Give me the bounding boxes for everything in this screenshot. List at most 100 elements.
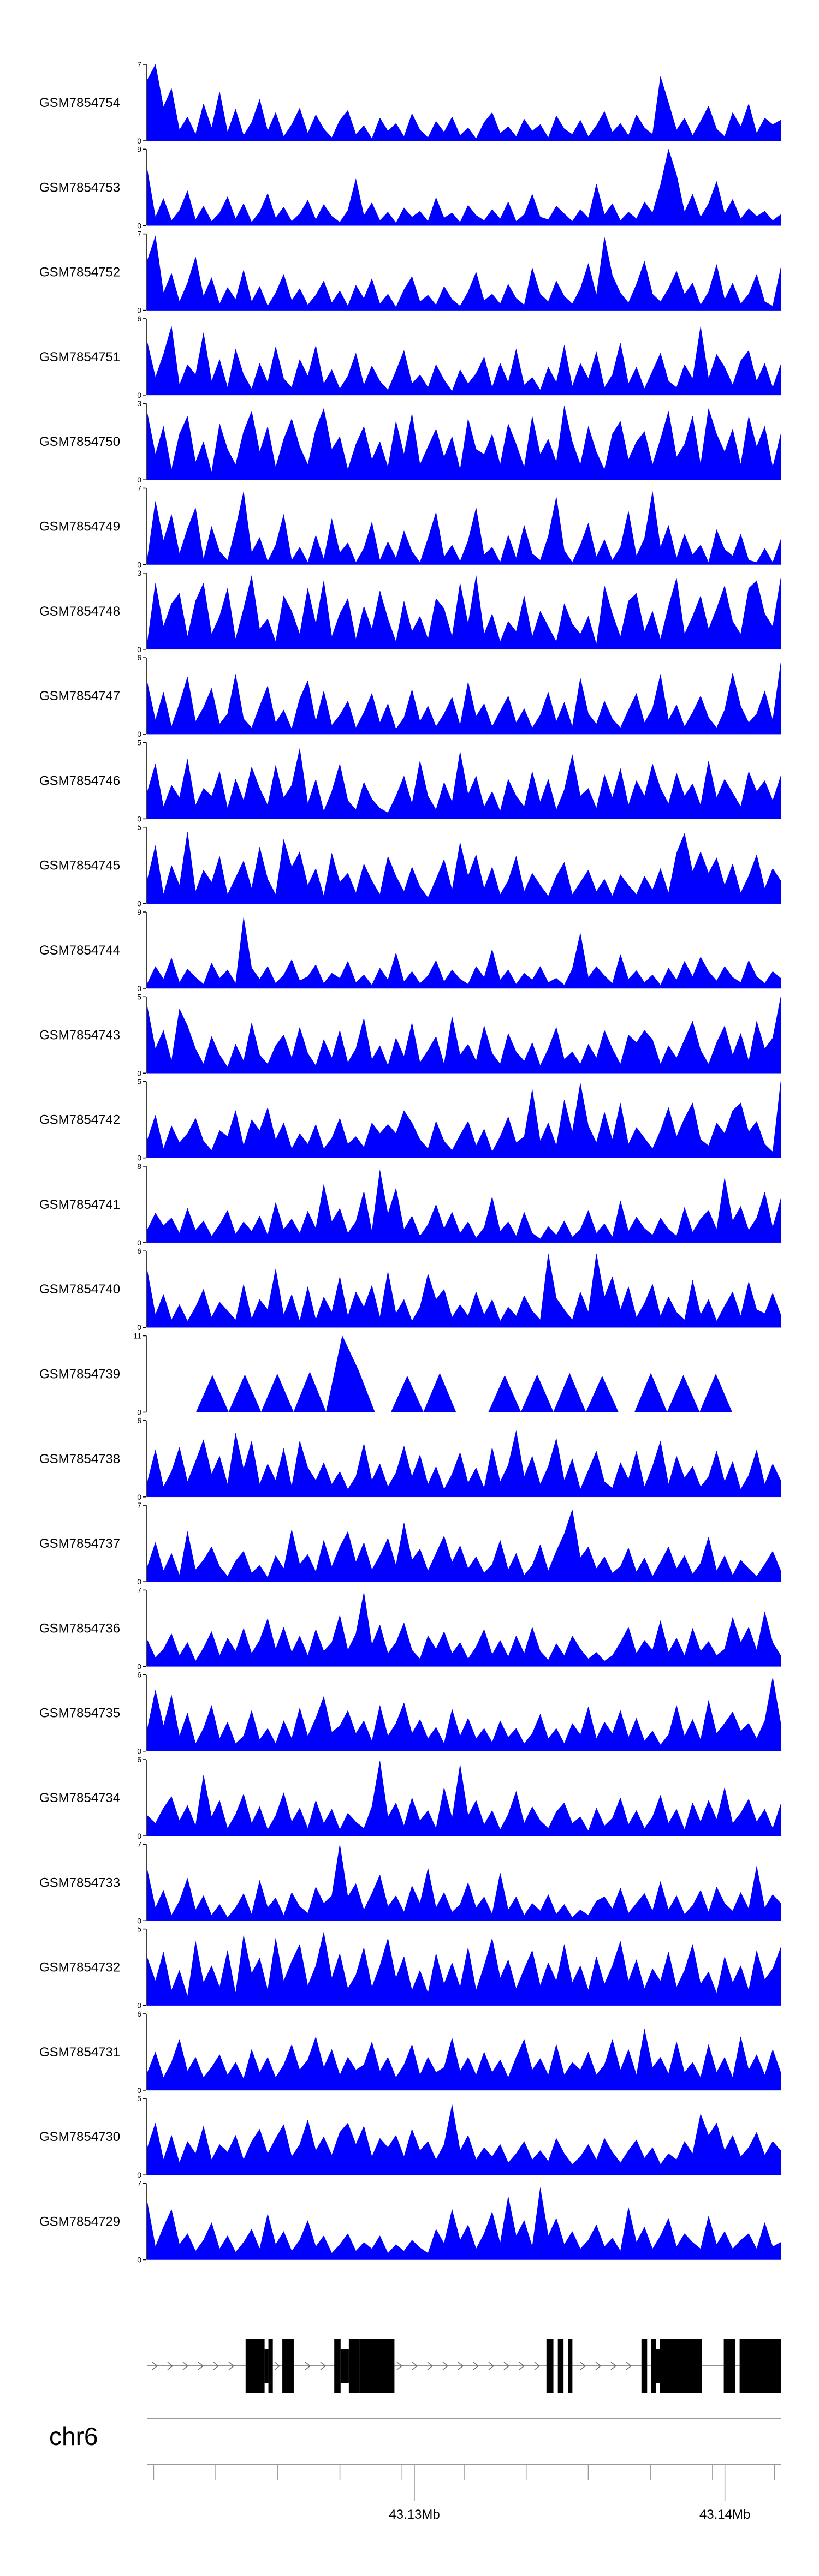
track-GSM7854754: GSM7854754 7 0 [39,60,781,145]
track-label: GSM7854733 [39,1875,120,1890]
track-label: GSM7854734 [39,1791,120,1805]
track-GSM7854747: GSM7854747 6 0 [39,653,781,738]
coverage-area [147,491,781,565]
track-ymin-label: 0 [137,1662,141,1671]
track-label: GSM7854731 [39,2045,120,2060]
track-ymin-label: 0 [137,391,141,399]
strand-chevron-icon [610,2362,617,2370]
track-ymax-label: 7 [137,1585,141,1594]
exon-block [348,2339,360,2393]
strand-chevron-icon [396,2362,403,2370]
track-label: GSM7854747 [39,689,120,703]
track-GSM7854736: GSM7854736 7 0 [39,1585,781,1671]
track-ymax-label: 11 [133,1332,141,1340]
strand-chevron-icon [442,2362,449,2370]
track-ymin-label: 0 [137,1408,141,1417]
track-GSM7854737: GSM7854737 7 0 [39,1501,781,1586]
coverage-area [147,1761,781,1836]
track-GSM7854734: GSM7854734 6 0 [39,1755,781,1840]
track-GSM7854733: GSM7854733 7 0 [39,1840,781,1925]
track-ymin-label: 0 [137,645,141,654]
track-ymax-label: 5 [137,1925,141,1934]
coverage-area [147,1677,781,1751]
strand-chevron-icon [534,2362,541,2370]
exon-block [660,2339,667,2393]
track-label: GSM7854735 [39,1706,120,1721]
exon-block [268,2339,273,2393]
coverage-area [147,236,781,311]
track-ymin-label: 0 [137,730,141,738]
track-ymax-label: 7 [137,2179,141,2188]
exon-block [334,2339,341,2393]
track-ymin-label: 0 [137,560,141,569]
track-ymin-label: 0 [137,1493,141,1501]
strand-chevron-icon [320,2362,327,2370]
genome-tick-label: 43.14Mb [699,2507,750,2522]
track-GSM7854753: GSM7854753 9 0 [39,145,781,230]
coverage-area [147,1430,781,1498]
coverage-area [147,1844,781,1921]
exon-block [359,2339,395,2393]
track-ymax-label: 7 [137,230,141,238]
track-ymin-label: 0 [137,1154,141,1162]
coverage-area [147,748,781,819]
exon-block [568,2339,573,2393]
track-GSM7854752: GSM7854752 7 0 [39,230,781,315]
coverage-area [147,2187,781,2260]
strand-chevron-icon [182,2362,189,2370]
track-GSM7854729: GSM7854729 7 0 [39,2179,781,2264]
track-label: GSM7854752 [39,265,120,280]
track-GSM7854732: GSM7854732 5 0 [39,1925,781,2010]
track-GSM7854739: GSM7854739 11 0 [39,1332,781,1417]
track-ymax-label: 5 [137,738,141,747]
exon-block [245,2339,265,2393]
track-GSM7854745: GSM7854745 5 0 [39,823,781,908]
exon-block [282,2339,294,2393]
track-ymin-label: 0 [137,1577,141,1586]
gene-model-track [147,2339,781,2393]
strand-chevron-icon [274,2362,281,2370]
track-label: GSM7854744 [39,943,120,958]
strand-chevron-icon [488,2362,495,2370]
track-ymax-label: 6 [137,314,141,323]
track-ymax-label: 5 [137,2094,141,2103]
track-ymin-label: 0 [137,984,141,993]
track-label: GSM7854751 [39,350,120,365]
track-ymin-label: 0 [137,1238,141,1247]
track-ymin-label: 0 [137,1916,141,1925]
track-label: GSM7854729 [39,2215,120,2229]
track-GSM7854740: GSM7854740 6 0 [39,1247,781,1332]
utr-block [340,2349,349,2383]
strand-chevron-icon [595,2362,602,2370]
coverage-area [147,1510,781,1582]
strand-chevron-icon [458,2362,464,2370]
exon-block [739,2339,749,2393]
track-ymax-label: 6 [137,1671,141,1679]
track-ymin-label: 0 [137,2256,141,2264]
coverage-area [147,1932,781,2006]
strand-chevron-icon [305,2362,311,2370]
track-ymax-label: 5 [137,823,141,832]
strand-chevron-icon [198,2362,204,2370]
track-ymin-label: 0 [137,1832,141,1840]
track-label: GSM7854750 [39,434,120,449]
track-ymin-label: 0 [137,475,141,484]
strand-chevron-icon [473,2362,479,2370]
track-ymax-label: 7 [137,60,141,69]
strand-chevron-icon [580,2362,586,2370]
track-label: GSM7854739 [39,1367,120,1382]
coverage-area [147,148,781,226]
track-label: GSM7854732 [39,1960,120,1975]
coverage-area [147,406,781,480]
track-GSM7854742: GSM7854742 5 0 [39,1077,781,1162]
track-ymin-label: 0 [137,2170,141,2179]
strand-chevron-icon [228,2362,235,2370]
utr-block [656,2349,660,2383]
genome-tick-label: 43.13Mb [389,2507,440,2522]
track-label: GSM7854753 [39,180,120,195]
exon-block [546,2339,554,2393]
track-GSM7854731: GSM7854731 6 0 [39,2009,781,2095]
track-GSM7854735: GSM7854735 6 0 [39,1671,781,1756]
track-ymin-label: 0 [137,2086,141,2095]
track-ymin-label: 0 [137,136,141,145]
